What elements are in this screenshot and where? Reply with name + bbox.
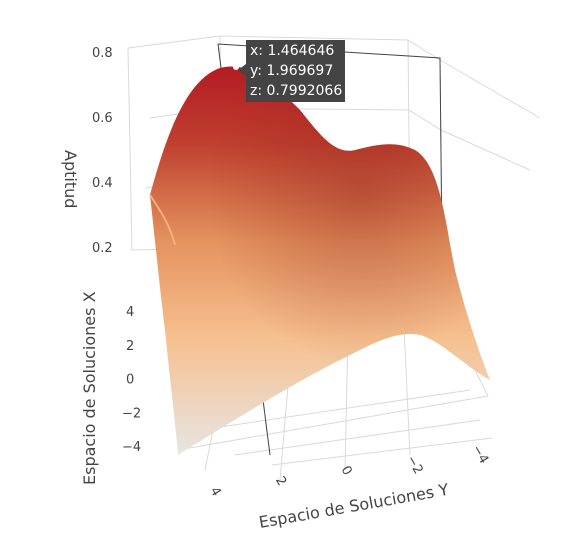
y-tick-label: 4: [207, 485, 224, 500]
surface[interactable]: [149, 66, 490, 455]
x-tick-label: −4: [122, 440, 141, 455]
z-tick-label: 0.6: [92, 111, 113, 126]
z-axis-ticks: 0.2 0.4 0.6 0.8: [92, 46, 113, 256]
z-axis-title: Aptitud: [61, 150, 80, 208]
surface-shading: [150, 66, 490, 455]
x-tick-label: 2: [126, 339, 134, 354]
x-axis-title: Espacio de Soluciones X: [80, 291, 99, 485]
z-tick-label: 0.4: [92, 176, 113, 191]
tooltip-y: y: 1.969697: [250, 63, 333, 79]
x-tick-label: 0: [126, 373, 134, 388]
surface-edge-left: [149, 194, 176, 246]
x-tick-label: −2: [122, 406, 141, 421]
y-tick-label: 0: [338, 464, 355, 479]
y-tick-label: 2: [272, 474, 289, 489]
tooltip-z: z: 0.7992066: [250, 83, 342, 99]
y-axis-title: Espacio de Soluciones Y: [257, 480, 450, 532]
y-tick-label: −2: [403, 453, 426, 477]
x-axis-ticks: 4 2 0 −2 −4: [122, 305, 141, 455]
z-tick-label: 0.8: [92, 46, 113, 61]
tooltip-x: x: 1.464646: [250, 43, 334, 59]
hover-tooltip: x: 1.464646 y: 1.969697 z: 0.7992066: [238, 40, 345, 102]
y-tick-label: −4: [469, 443, 492, 467]
z-tick-label: 0.2: [92, 241, 113, 256]
x-tick-label: 4: [126, 305, 134, 320]
hover-marker: [233, 64, 239, 70]
